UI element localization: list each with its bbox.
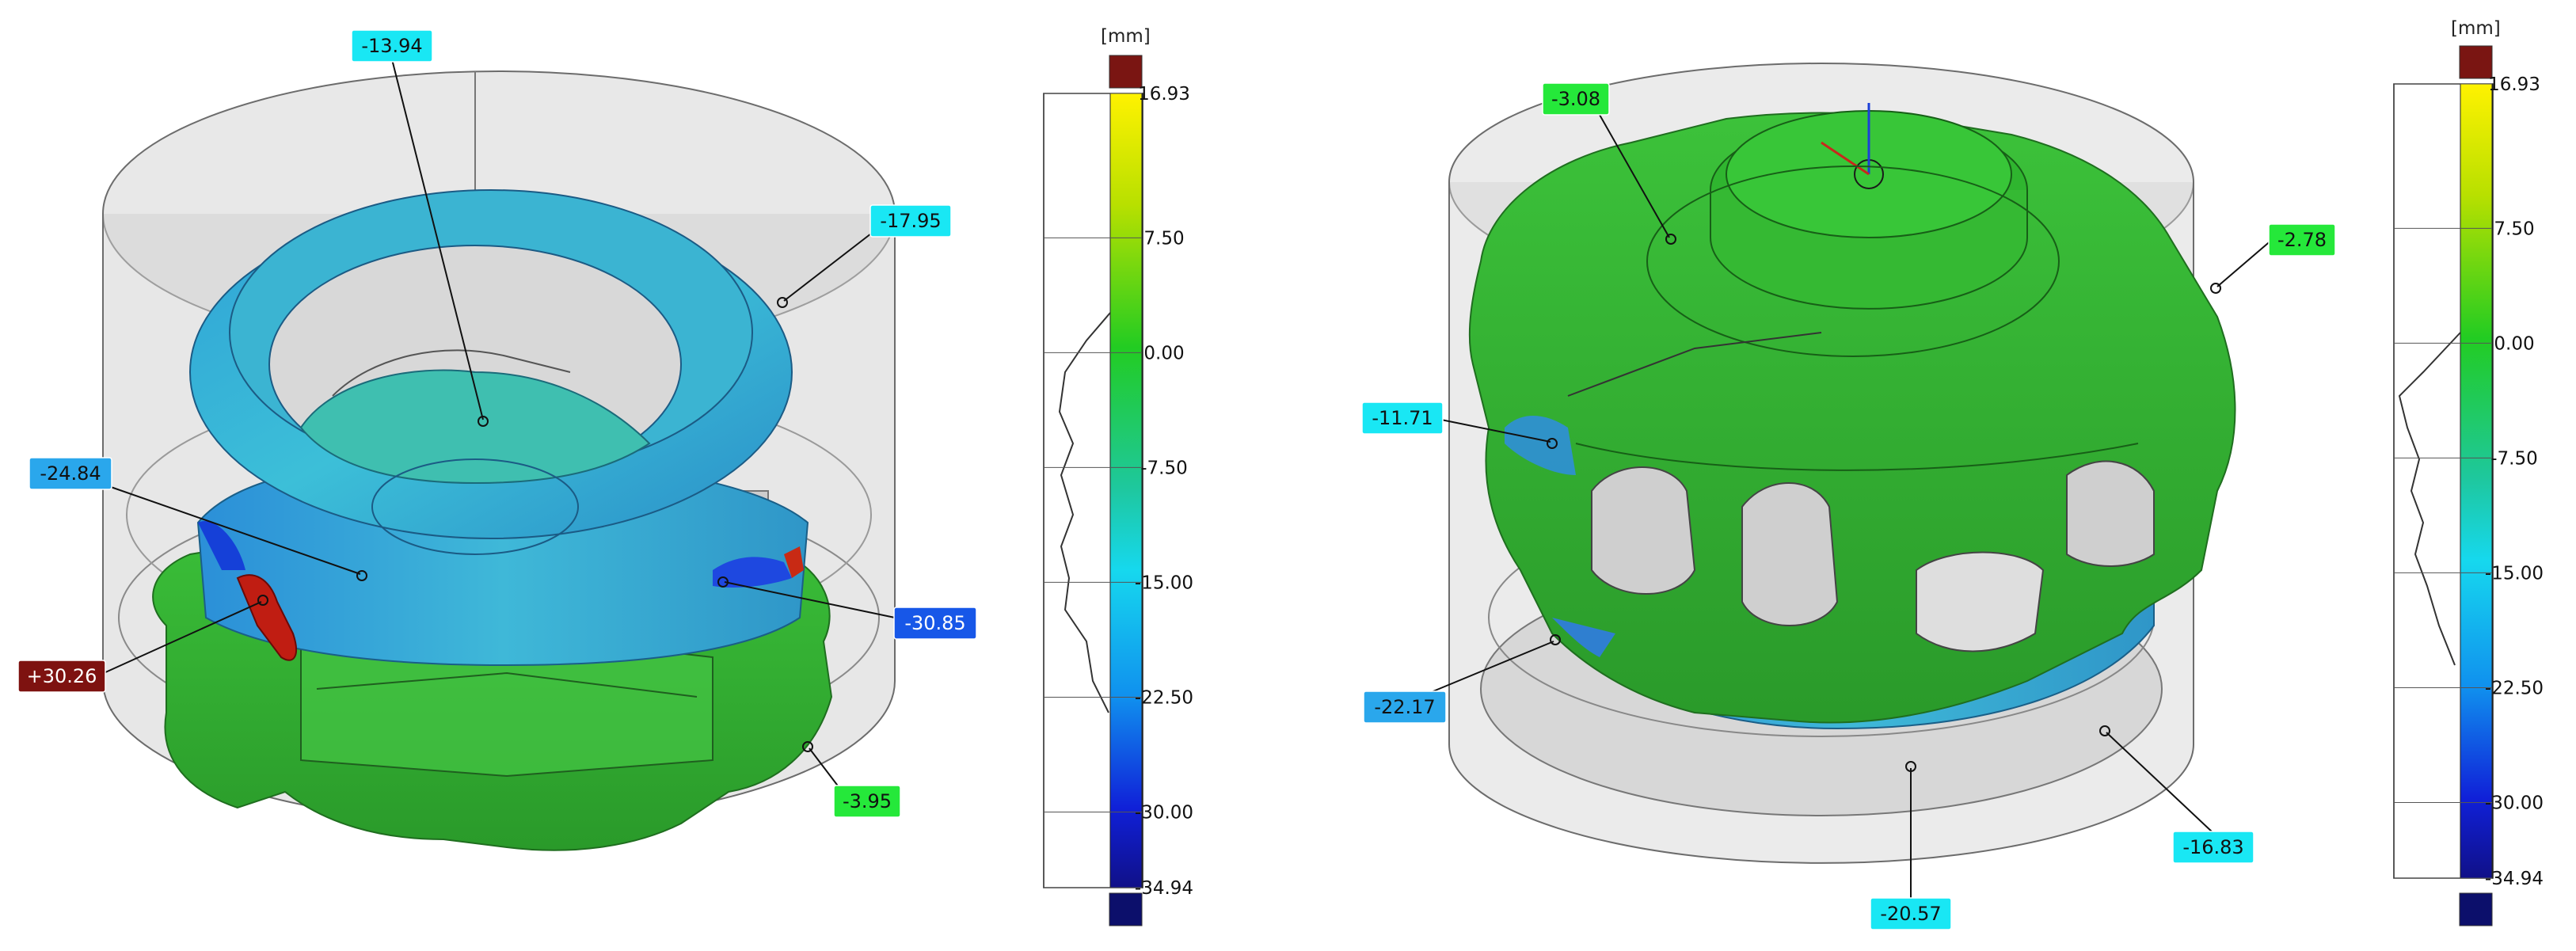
callout-box	[833, 785, 901, 818]
under-range-swatch	[2459, 892, 2493, 926]
callout-box	[893, 607, 977, 640]
callout-label: -22.17	[1374, 696, 1435, 718]
scale-unit-label: [mm]	[2451, 18, 2501, 39]
callout-label: -11.71	[1372, 407, 1433, 429]
scale-tick-label: -15.00	[2485, 563, 2544, 584]
scale-tick-label: 0.00	[2494, 333, 2534, 354]
callout-label: -2.78	[2277, 229, 2327, 251]
callout-box	[351, 29, 433, 63]
over-range-swatch	[1109, 55, 1143, 89]
callout-box	[869, 204, 952, 238]
scale-tick-label: -22.50	[1135, 687, 1193, 708]
callout-box	[1363, 690, 1447, 724]
color-scale-right: [mm] 16.93 7.50 0.00 -7.50 -15.00 -22.50 -30.0…	[2393, 18, 2544, 926]
callout-label: -24.84	[40, 462, 101, 485]
scale-tick-label: -7.50	[1140, 458, 1188, 478]
callout-label: -30.85	[904, 612, 965, 634]
scale-tick-label: -7.50	[2490, 448, 2538, 469]
callout-box	[1361, 401, 1444, 435]
callout-box	[1870, 897, 1952, 930]
scale-tick-label: 16.93	[1138, 84, 1190, 105]
callouts-left: -13.94 -17.95 -24.84 -30.85 +30.26 -3.95	[17, 29, 977, 818]
callout-label: +30.26	[27, 665, 97, 687]
scale-tick-label: -30.00	[2485, 793, 2544, 813]
scale-histogram	[2398, 332, 2461, 666]
scale-tick-label: -30.00	[1135, 802, 1193, 823]
callout-box	[2172, 831, 2254, 864]
scale-tick-label: -34.94	[2485, 869, 2544, 889]
callout-box	[29, 457, 112, 490]
callout-label: -17.95	[880, 210, 941, 232]
scale-tick-label: 16.93	[2488, 74, 2540, 95]
color-scale-left: [mm] 16.93 7.50 0.00 -7.50 -15.00 -22.50 -30.0…	[1043, 26, 1193, 926]
right-part-model	[1448, 63, 2236, 864]
under-range-swatch	[1109, 892, 1143, 926]
callout-label: -13.94	[361, 35, 422, 57]
scale-tick-label: -15.00	[1135, 573, 1193, 593]
scale-unit-label: [mm]	[1101, 26, 1151, 47]
callout-label: -20.57	[1880, 903, 1941, 925]
over-range-swatch	[2459, 45, 2493, 79]
callouts-right: -3.08 -2.78 -11.71 -22.17 -16.83 -20.57	[1361, 82, 2336, 930]
scale-tick-label: -34.94	[1135, 878, 1193, 899]
left-part-model	[102, 70, 896, 851]
callout-box	[17, 660, 106, 693]
callout-box	[1542, 82, 1610, 116]
callout-label: -16.83	[2182, 836, 2243, 858]
scale-gradient-bar	[2460, 83, 2493, 879]
scale-histogram	[1058, 312, 1111, 713]
scale-gradient-bar	[1109, 93, 1143, 888]
scale-tick-label: -22.50	[2485, 678, 2544, 698]
callout-label: -3.95	[843, 790, 892, 812]
scale-tick-label: 7.50	[1143, 228, 1184, 249]
callout-box	[2268, 223, 2336, 257]
callout-label: -3.08	[1551, 88, 1600, 110]
scale-tick-label: 0.00	[1143, 343, 1184, 363]
scale-tick-label: 7.50	[2494, 219, 2534, 239]
